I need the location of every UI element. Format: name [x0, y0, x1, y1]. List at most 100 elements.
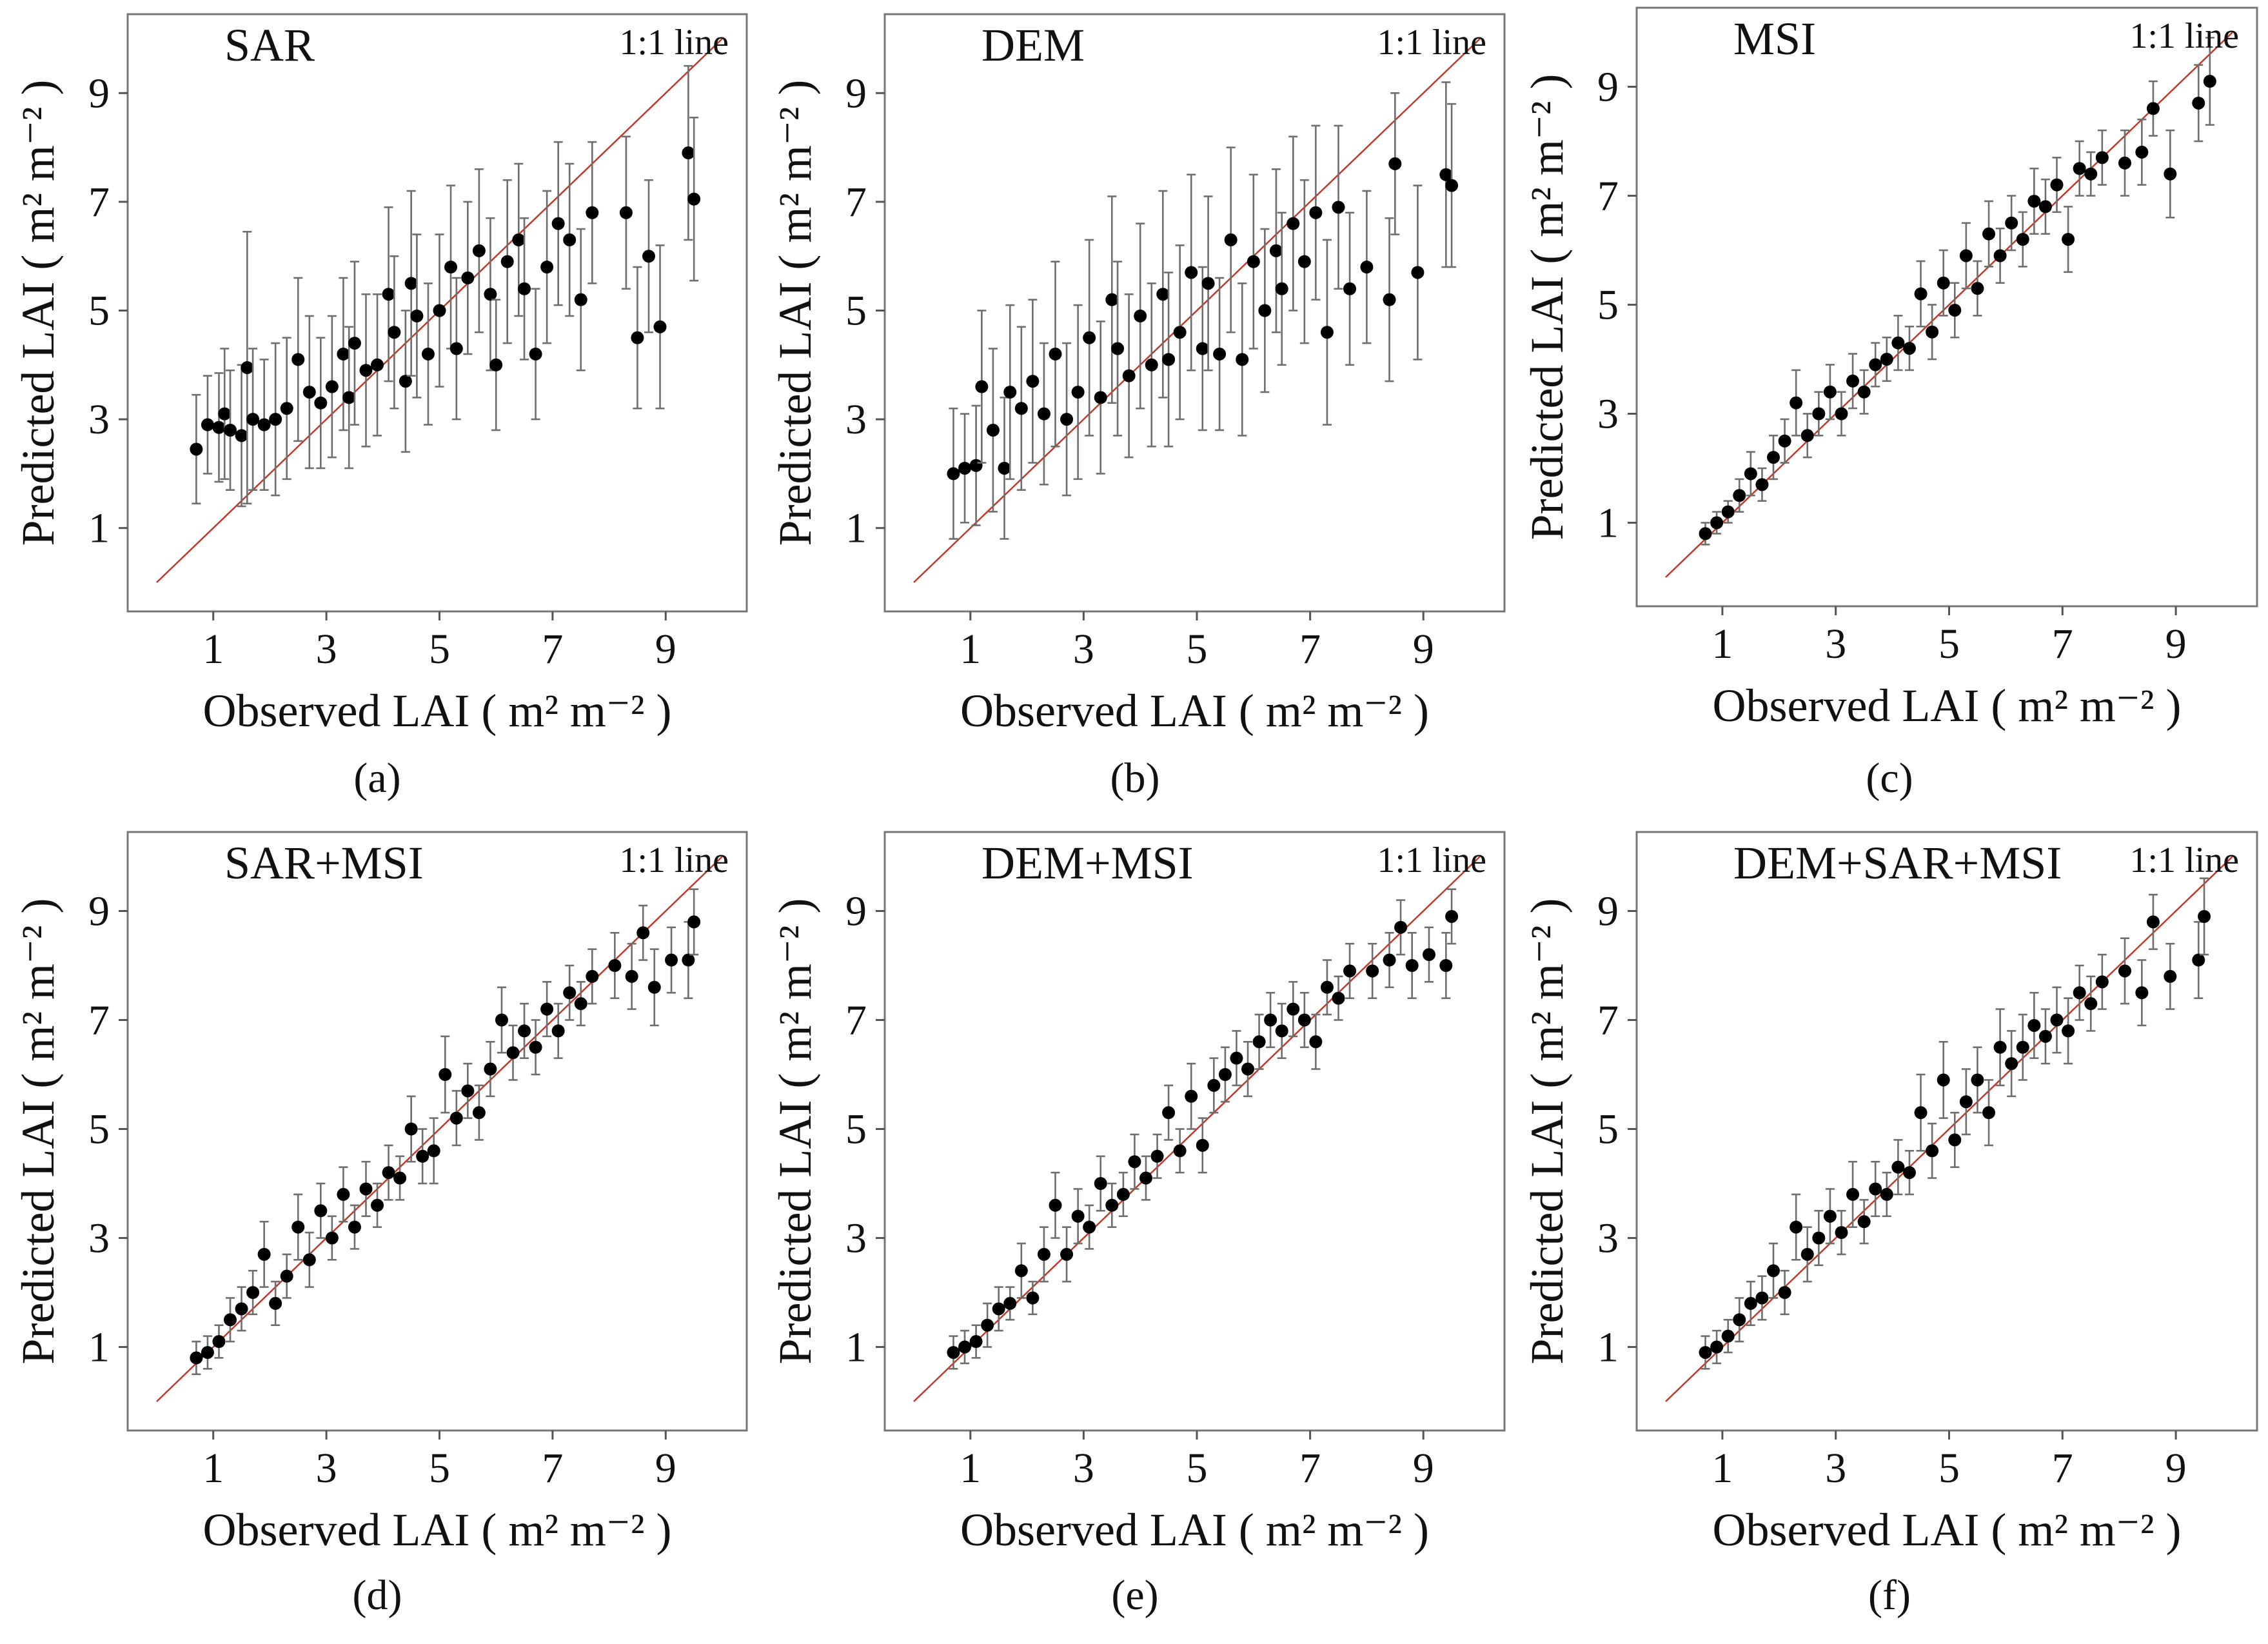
data-point [1699, 1345, 1712, 1359]
data-point [1366, 964, 1379, 978]
data-point [2027, 194, 2041, 208]
data-point [1230, 1051, 1243, 1065]
data-point [1767, 451, 1780, 464]
plot-frame [883, 831, 1506, 1432]
data-point [2095, 975, 2109, 989]
chart-panel-c: 1 1 3 3 5 5 7 7 9 9 MSI 1:1 line Observed LAI ( m² m… [1521, 6, 2258, 802]
data-point [212, 421, 226, 434]
data-point [1241, 1062, 1255, 1076]
data-point [1049, 347, 1062, 361]
data-point [647, 980, 661, 994]
data-point [1812, 1231, 1826, 1245]
data-point [1846, 374, 1860, 388]
data-point [325, 1231, 339, 1245]
data-point [1733, 1313, 1746, 1327]
data-point [1411, 266, 1425, 279]
data-point [1891, 1160, 1905, 1174]
x-tick-label: 7 [1299, 1445, 1321, 1492]
data-point [484, 288, 497, 301]
x-tick-label: 9 [1413, 1445, 1434, 1492]
chart-panel-d: 1 1 3 3 5 5 7 7 9 9 SAR+MSI 1:1 line Observed LAI ( … [12, 831, 748, 1619]
data-point [1869, 358, 1882, 371]
data-point [1094, 1177, 1107, 1190]
data-point [1275, 1024, 1288, 1038]
y-tick-label: 9 [1597, 888, 1619, 935]
data-point [257, 418, 271, 431]
data-point [1710, 516, 1724, 530]
plot-frame [1635, 831, 2258, 1432]
data-point [563, 986, 577, 1000]
y-tick-label: 1 [88, 505, 110, 552]
one-to-one-line [156, 856, 723, 1402]
data-point [2146, 915, 2160, 929]
data-point [2164, 969, 2177, 983]
data-point [1150, 1149, 1164, 1163]
data-point [1778, 1286, 1791, 1299]
data-point [1422, 948, 1435, 962]
data-point [212, 1335, 226, 1349]
data-point [625, 969, 638, 983]
data-point [1993, 1040, 2007, 1054]
data-point [246, 413, 260, 426]
data-point [1948, 303, 1962, 317]
data-point [1162, 353, 1176, 366]
data-point [1207, 1078, 1221, 1092]
data-point [540, 261, 554, 274]
x-axis-label: Observed LAI ( m² m⁻² ) [960, 1504, 1429, 1556]
x-tick-label: 5 [1187, 1445, 1208, 1492]
data-point [1835, 1226, 1848, 1240]
data-point [969, 1335, 983, 1349]
data-point [404, 1122, 418, 1136]
data-point [1213, 347, 1227, 361]
data-point [439, 1068, 452, 1081]
y-tick-label: 9 [88, 888, 110, 935]
data-point [998, 461, 1011, 475]
data-point [1094, 391, 1107, 404]
data-point [1297, 255, 1311, 268]
data-point [2095, 151, 2109, 164]
data-point [2198, 909, 2211, 923]
y-tick-label: 3 [1597, 391, 1619, 438]
data-point [1003, 385, 1017, 399]
x-axis-label: Observed LAI ( m² m⁻² ) [960, 685, 1429, 737]
x-axis-label: Observed LAI ( m² m⁻² ) [1713, 680, 2182, 731]
x-tick-label: 5 [1938, 620, 1960, 668]
data-point [1914, 287, 1928, 301]
x-tick-label: 3 [1825, 620, 1846, 668]
data-point [1162, 1106, 1176, 1120]
data-point [1201, 277, 1215, 290]
data-point [1926, 325, 1939, 339]
data-point [947, 467, 960, 480]
data-point [337, 1187, 350, 1201]
data-point [246, 1286, 260, 1299]
data-point [302, 385, 316, 399]
data-point [1971, 1073, 1984, 1087]
x-tick-label: 3 [1073, 626, 1094, 673]
y-tick-label: 5 [88, 1106, 110, 1153]
data-point [981, 1318, 994, 1332]
data-point [2073, 986, 2086, 1000]
data-point [1445, 909, 1459, 923]
reference-line-label: 1:1 line [1377, 23, 1486, 63]
y-tick-label: 3 [845, 1215, 867, 1262]
data-point [382, 288, 395, 301]
data-point [1111, 342, 1125, 355]
x-tick-label: 3 [316, 626, 337, 673]
y-tick-label: 7 [88, 997, 110, 1044]
data-point [393, 1171, 407, 1185]
data-point [500, 255, 514, 268]
data-point [2164, 167, 2177, 181]
y-tick-label: 5 [845, 288, 867, 335]
y-tick-label: 9 [845, 70, 867, 117]
subfigure-label: (a) [353, 755, 400, 802]
data-point [1139, 1171, 1152, 1185]
data-point [489, 358, 503, 371]
data-point [1173, 1144, 1187, 1158]
data-point [2135, 145, 2149, 159]
data-point [2050, 178, 2064, 192]
data-point [1360, 261, 1374, 274]
data-point [1800, 429, 1814, 442]
data-point [947, 1345, 960, 1359]
reference-line-label: 1:1 line [619, 840, 729, 880]
data-point [1869, 1182, 1882, 1196]
